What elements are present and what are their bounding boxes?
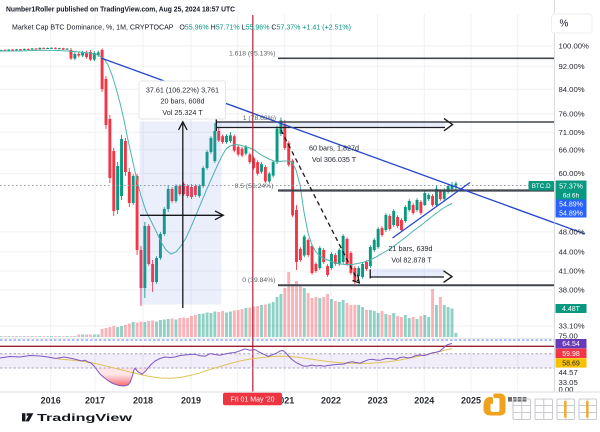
svg-text:1 (78.63%): 1 (78.63%) [243, 115, 276, 122]
svg-text:76.00%: 76.00% [559, 109, 585, 118]
svg-text:21 bars, 639d: 21 bars, 639d [389, 244, 433, 253]
svg-text:%: % [560, 18, 569, 29]
svg-text:37.61 (106.22%) 3,761: 37.61 (106.22%) 3,761 [146, 85, 219, 94]
svg-text:66.00%: 66.00% [559, 145, 585, 154]
svg-text:92.00%: 92.00% [559, 62, 585, 71]
svg-text:BTC.D: BTC.D [532, 183, 551, 190]
svg-text:84.00%: 84.00% [559, 85, 585, 94]
svg-text:2017: 2017 [85, 395, 105, 405]
svg-text:2023: 2023 [368, 395, 388, 405]
svg-text:Fri 01 May '20: Fri 01 May '20 [230, 397, 274, 404]
svg-text:0.5 (56.24%): 0.5 (56.24%) [235, 183, 274, 190]
svg-text:33.10%: 33.10% [559, 322, 585, 331]
svg-text:58.69: 58.69 [562, 360, 580, 367]
svg-text:0 (39.84%): 0 (39.84%) [242, 277, 275, 284]
svg-text:44.57: 44.57 [559, 368, 578, 377]
svg-text:44.00%: 44.00% [559, 247, 585, 256]
svg-text:Vol 306.035 T: Vol 306.035 T [312, 155, 357, 164]
svg-text:Market Cap BTC Dominance, %, 1: Market Cap BTC Dominance, %, 1M, CRYPTOC… [12, 25, 351, 32]
svg-text:1.618 (95.13%): 1.618 (95.13%) [229, 50, 275, 57]
svg-text:2024: 2024 [414, 395, 434, 405]
svg-text:60 bars, 1,827d: 60 bars, 1,827d [309, 144, 359, 153]
svg-text:2019: 2019 [181, 395, 201, 405]
svg-text:54.89%: 54.89% [559, 201, 583, 208]
svg-text:2016: 2016 [41, 395, 61, 405]
svg-text:2025: 2025 [461, 395, 481, 405]
svg-text:57.37%: 57.37% [559, 183, 583, 190]
svg-text:38.00%: 38.00% [559, 286, 585, 295]
svg-text:Number1Roller published on Tra: Number1Roller published on TradingView.c… [6, 5, 235, 14]
svg-text:48.00%: 48.00% [559, 227, 585, 236]
svg-text:64.54: 64.54 [562, 341, 580, 348]
svg-text:41.00%: 41.00% [559, 267, 585, 276]
svg-text:59.98: 59.98 [562, 351, 580, 358]
svg-text:Vol 82.878 T: Vol 82.878 T [391, 255, 432, 264]
svg-text:Vol 25.324 T: Vol 25.324 T [162, 108, 203, 117]
svg-text:2018: 2018 [133, 395, 153, 405]
svg-text:6d 6h: 6d 6h [563, 193, 580, 200]
svg-text:71.00%: 71.00% [559, 128, 585, 137]
svg-text:60.00%: 60.00% [559, 169, 585, 178]
svg-text:TradingView: TradingView [37, 413, 132, 424]
svg-text:54.89%: 54.89% [559, 210, 583, 217]
svg-text:100.00%: 100.00% [559, 42, 590, 51]
svg-text:4.48T: 4.48T [562, 306, 581, 313]
svg-text:20 bars, 608d: 20 bars, 608d [161, 97, 205, 106]
svg-text:2022: 2022 [321, 395, 341, 405]
